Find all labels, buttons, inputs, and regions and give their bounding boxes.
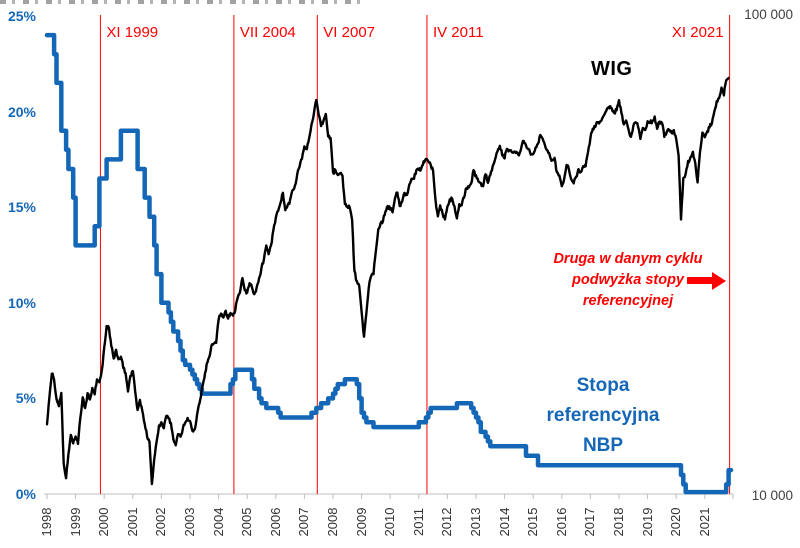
- x-axis-year-label: 2004: [210, 507, 226, 537]
- x-axis-year-label: 2021: [696, 507, 712, 537]
- left-axis-tick: 20%: [7, 104, 36, 120]
- x-axis-year-label: 2001: [124, 507, 140, 537]
- left-axis-tick: 10%: [7, 295, 36, 311]
- x-axis-year-label: 2003: [181, 507, 197, 537]
- annotation-line: Druga w danym cyklu: [553, 251, 703, 267]
- annotation-line: podwyżka stopy: [572, 272, 684, 288]
- annotation-arrow-head: [712, 272, 726, 290]
- x-axis-year-label: 2014: [496, 507, 512, 537]
- x-axis-year-label: 2005: [239, 507, 255, 537]
- event-label: VII 2004: [239, 24, 296, 41]
- x-axis-year-label: 2008: [324, 507, 340, 537]
- left-axis-tick: 0%: [15, 486, 36, 502]
- left-axis-tick: 25%: [7, 8, 36, 24]
- rate-series-label: Stopa referencyjna NBP: [520, 371, 686, 461]
- x-axis-year-label: 1998: [39, 507, 54, 537]
- clipped-title-artifact: [0, 0, 362, 4]
- wig-series-label: WIG: [591, 58, 633, 80]
- x-axis-year-label: 2002: [153, 507, 169, 537]
- x-axis-year-label: 1999: [67, 507, 83, 537]
- event-label: XI 2021: [671, 24, 724, 41]
- x-axis-year-label: 2007: [296, 507, 312, 537]
- right-axis-tick: 10 000: [751, 488, 793, 503]
- x-axis-year-label: 2011: [410, 508, 426, 536]
- x-axis-year-label: 2016: [553, 507, 569, 537]
- event-label: VI 2007: [323, 24, 376, 41]
- x-axis-year-label: 2006: [267, 507, 283, 537]
- x-axis-year-label: 2018: [610, 507, 626, 537]
- annotation-arrow: [687, 277, 712, 284]
- event-label: XI 1999: [106, 24, 159, 41]
- x-axis-year-label: 2015: [525, 507, 541, 537]
- x-axis-year-label: 2010: [382, 507, 398, 537]
- rate-series-label-line: Stopa: [576, 375, 630, 396]
- x-axis-year-label: 2012: [439, 507, 455, 537]
- annotation-text: Druga w danym cyklu podwyżka stopy refer…: [543, 249, 713, 312]
- left-axis-tick: 5%: [15, 390, 36, 406]
- x-axis-year-label: 2009: [353, 507, 369, 537]
- x-axis-year-label: 2017: [582, 507, 598, 537]
- right-axis-tick: 100 000: [744, 7, 793, 22]
- left-axis-tick: 15%: [7, 199, 36, 215]
- x-axis-year-label: 2019: [639, 507, 655, 537]
- x-axis-year-label: 2000: [96, 507, 112, 537]
- x-axis-year-label: 2013: [467, 507, 483, 537]
- event-label: IV 2011: [432, 24, 484, 41]
- annotation-line: referencyjnej: [582, 293, 674, 309]
- rate-series-label-line: NBP: [582, 435, 624, 456]
- rate-series-label-line: referencyjna: [546, 405, 660, 426]
- x-axis-year-label: 2020: [668, 507, 684, 537]
